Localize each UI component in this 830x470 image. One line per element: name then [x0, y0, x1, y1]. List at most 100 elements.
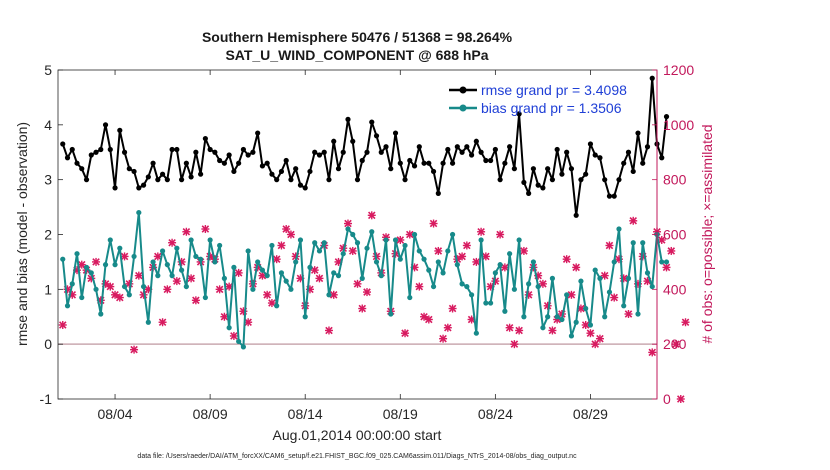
- bias-point: [131, 253, 137, 260]
- rmse-point: [83, 177, 90, 183]
- rmse-point: [198, 171, 204, 177]
- bias-point: [169, 273, 175, 279]
- bias-point: [421, 256, 427, 262]
- rmse-point: [335, 166, 342, 172]
- bias-point: [521, 314, 527, 320]
- legend-bias-marker: [459, 104, 467, 112]
- bias-point: [183, 283, 189, 290]
- bias-point: [383, 237, 389, 243]
- bias-point: [587, 322, 594, 328]
- obs-marker: [191, 296, 200, 305]
- bias-point: [93, 286, 99, 292]
- rmse-point: [150, 160, 156, 166]
- bias-point: [164, 262, 170, 268]
- rmse-point: [312, 149, 318, 155]
- bias-point: [150, 259, 156, 265]
- bias-point: [559, 316, 565, 323]
- y-right-tick-label: 400: [663, 281, 687, 297]
- rmse-point: [568, 166, 575, 172]
- rmse-point: [207, 146, 213, 153]
- y-right-axis-ticks: 0 200 400 600 800 1000 1200: [652, 62, 694, 407]
- rmse-point: [587, 141, 594, 147]
- bias-point: [245, 248, 251, 254]
- rmse-point: [468, 152, 475, 158]
- rmse-point: [616, 177, 622, 183]
- rmse-point: [559, 171, 565, 177]
- rmse-point: [64, 155, 71, 161]
- obs-marker: [567, 290, 576, 299]
- rmse-point: [321, 149, 327, 155]
- bias-point: [378, 273, 384, 279]
- bias-point: [250, 286, 256, 292]
- obs-marker: [462, 241, 471, 250]
- obs-marker: [415, 282, 424, 291]
- bias-point: [136, 209, 142, 216]
- rmse-point: [392, 130, 399, 136]
- obs-marker: [263, 290, 272, 299]
- rmse-point: [202, 135, 208, 142]
- rmse-point: [155, 177, 161, 183]
- rmse-point: [278, 168, 285, 175]
- obs-marker: [629, 216, 638, 225]
- bias-point: [564, 292, 570, 298]
- obs-marker: [324, 326, 333, 335]
- obs-marker: [215, 285, 224, 294]
- rmse-point: [269, 171, 275, 177]
- obs-marker: [672, 340, 681, 349]
- bias-point: [312, 240, 318, 246]
- rmse-point: [169, 146, 175, 153]
- obs-marker: [543, 301, 552, 310]
- bias-point: [335, 273, 342, 279]
- bias-point: [345, 226, 351, 232]
- rmse-point: [625, 149, 632, 155]
- rmse-point: [145, 174, 151, 180]
- rmse-point: [179, 177, 185, 183]
- x-tick-label: 08/24: [478, 406, 513, 422]
- rmse-point: [535, 182, 541, 188]
- rmse-point: [530, 166, 536, 172]
- obs-marker: [505, 323, 514, 332]
- rmse-point: [345, 116, 351, 122]
- obs-marker: [439, 334, 448, 343]
- bias-point: [578, 278, 584, 284]
- y-right-tick-label: 600: [663, 227, 687, 243]
- obs-marker: [201, 225, 210, 234]
- bias-point: [159, 248, 166, 254]
- y-axis-label: rmse and bias (model - observation): [14, 122, 30, 346]
- rmse-point: [540, 185, 546, 191]
- rmse-point: [245, 152, 251, 158]
- bias-point: [430, 283, 437, 290]
- bias-point: [549, 275, 556, 281]
- rmse-point: [383, 144, 389, 150]
- legend: rmse grand pr = 3.4098 bias grand pr = 1…: [449, 82, 627, 116]
- rmse-point: [526, 190, 532, 196]
- rmse-point: [307, 168, 313, 175]
- obs-marker: [120, 252, 129, 261]
- rmse-point: [93, 149, 99, 155]
- bias-point: [526, 281, 532, 287]
- bias-point: [202, 294, 208, 301]
- bias-point: [359, 275, 365, 281]
- rmse-point: [402, 177, 408, 183]
- bias-point: [468, 292, 475, 298]
- obs-marker: [667, 246, 676, 255]
- obs-marker: [353, 279, 362, 288]
- rmse-point: [488, 157, 494, 164]
- bias-point: [117, 245, 123, 251]
- bias-point: [621, 303, 627, 309]
- bias-point: [69, 281, 75, 287]
- rmse-point: [564, 149, 570, 155]
- obs-marker: [182, 227, 191, 236]
- bias-point: [283, 278, 289, 284]
- obs-marker: [538, 279, 547, 288]
- bias-point: [145, 319, 151, 325]
- rmse-point: [98, 146, 104, 153]
- x-axis-label: Aug.01,2014 00:00:00 start: [273, 427, 442, 443]
- rmse-point: [388, 166, 394, 172]
- rmse-point: [316, 152, 323, 158]
- bias-point: [502, 308, 508, 314]
- rmse-point: [250, 149, 256, 155]
- bias-point: [635, 311, 641, 317]
- obs-marker: [329, 290, 338, 299]
